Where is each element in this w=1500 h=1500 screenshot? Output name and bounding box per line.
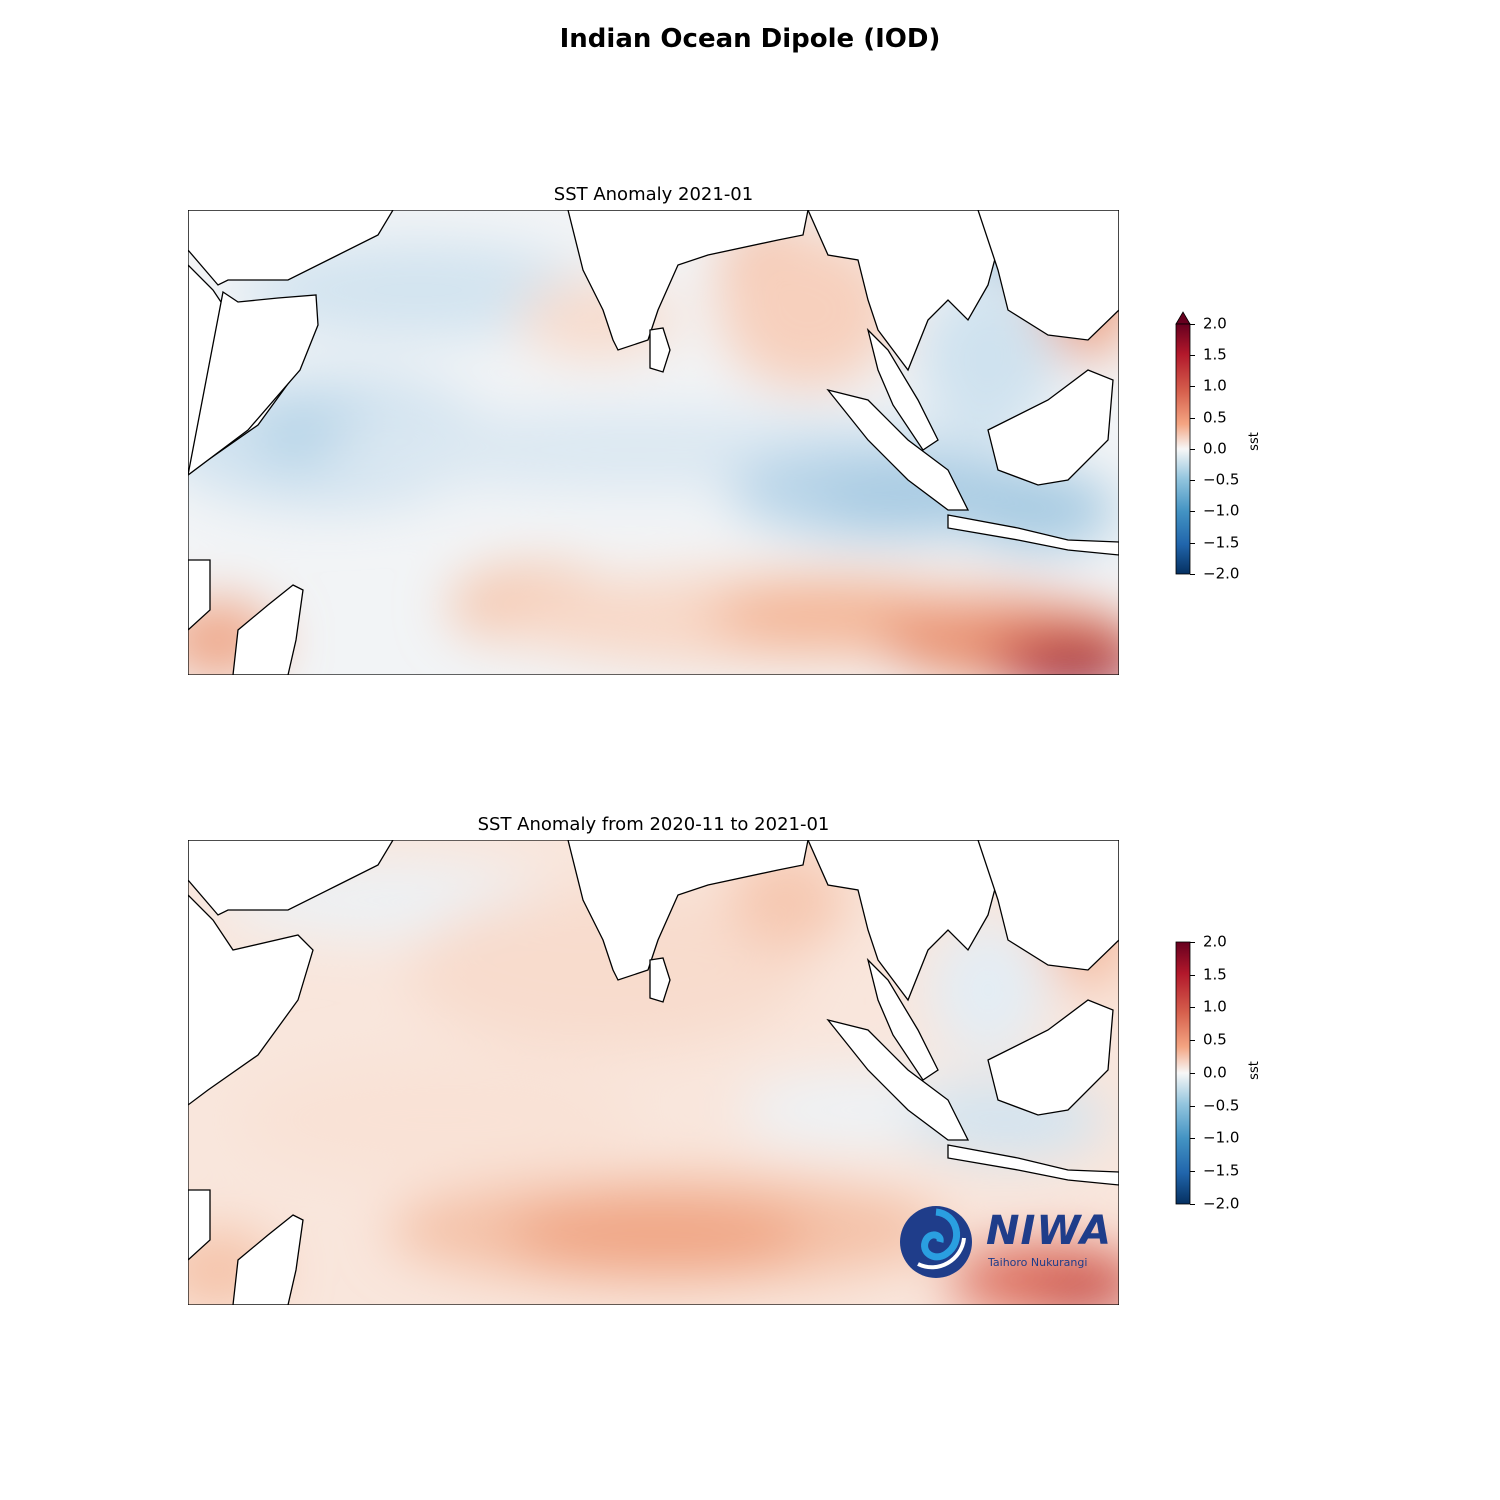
panel-2-colorbar (1175, 941, 1191, 1205)
land-iran (188, 210, 394, 286)
land-borneo (987, 999, 1114, 1116)
colorbar-extend-arrow (1175, 311, 1191, 325)
land-sri-lanka (649, 327, 671, 373)
colorbar-2-tick: −1.0 (1203, 1128, 1240, 1147)
panel-2-map (188, 840, 1119, 1305)
colorbar-2-tick: −2.0 (1203, 1194, 1240, 1213)
land-africa (188, 1189, 211, 1261)
figure-title: Indian Ocean Dipole (IOD) (559, 24, 941, 54)
land-malay-peninsula (866, 327, 939, 451)
colorbar-2-tick: 0.5 (1203, 1030, 1227, 1049)
colorbar-2-tick: 1.5 (1203, 965, 1227, 984)
coastlines (188, 840, 1119, 1305)
colorbar-1-tick: −0.5 (1203, 470, 1240, 489)
land-arabia-somalia (188, 894, 314, 1106)
colorbar-1-label: sst (1246, 432, 1262, 451)
colorbar-1-tick: 1.0 (1203, 376, 1227, 395)
panel-1-colorbar (1175, 311, 1191, 575)
colorbar-1-tick: −2.0 (1203, 564, 1240, 583)
colorbar-2-tick: −1.5 (1203, 1161, 1240, 1180)
colorbar-1-tick: 0.0 (1203, 439, 1227, 458)
colorbar-1-tick: 1.5 (1203, 345, 1227, 364)
colorbar-2-tick: 0.0 (1203, 1063, 1227, 1082)
land-sri-lanka (649, 957, 671, 1003)
logo-wordmark: NIWA (986, 1208, 1113, 1254)
land-java (947, 1144, 1119, 1186)
logo-tagline: Taihoro Nukurangi (988, 1256, 1088, 1269)
land-iran (188, 840, 394, 916)
colorbar-2-tick: −0.5 (1203, 1096, 1240, 1115)
land-india (567, 840, 809, 981)
land-south-china (977, 840, 1119, 971)
land-malay-peninsula (866, 957, 939, 1081)
panel-1-map (188, 210, 1119, 675)
niwa-logo: NIWA Taihoro Nukurangi (898, 1202, 1111, 1282)
land-borneo (987, 369, 1114, 486)
land-sumatra (826, 388, 970, 511)
land-sumatra (826, 1018, 970, 1141)
colorbar-1-tick: 0.5 (1203, 408, 1227, 427)
panel-1-title: SST Anomaly 2021-01 (553, 184, 754, 205)
colorbar-2-label: sst (1246, 1061, 1262, 1080)
coastlines (188, 210, 1119, 675)
land-madagascar (232, 584, 304, 675)
colorbar-1-tick: 2.0 (1203, 314, 1227, 333)
land-india (567, 210, 809, 351)
colorbar-1-tick: −1.5 (1203, 533, 1240, 552)
land-africa (188, 559, 211, 631)
land-java (947, 514, 1119, 556)
colorbar-1-tick: −1.0 (1203, 501, 1240, 520)
colorbar-2-tick: 2.0 (1203, 932, 1227, 951)
niwa-swirl-icon (900, 1206, 972, 1278)
panel-2-title: SST Anomaly from 2020-11 to 2021-01 (477, 814, 830, 835)
colorbar-2-tick: 1.0 (1203, 997, 1227, 1016)
land-madagascar (232, 1214, 304, 1305)
land-south-china (977, 210, 1119, 341)
